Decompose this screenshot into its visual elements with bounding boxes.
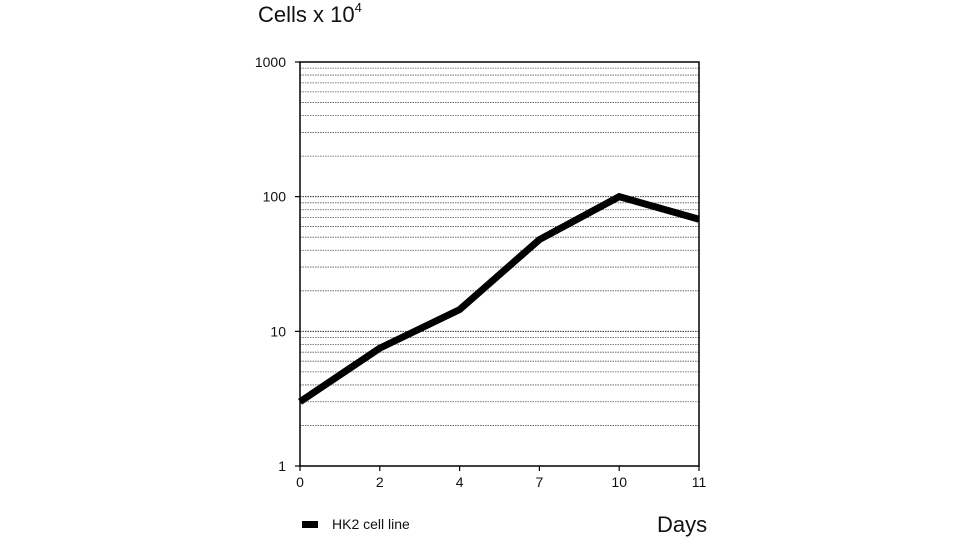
x-tick-label: 11	[692, 474, 707, 490]
x-tick-label: 2	[376, 474, 384, 490]
x-tick-label: 0	[296, 474, 304, 490]
x-tick-label: 7	[536, 474, 544, 490]
x-axis-title: Days	[657, 512, 708, 537]
y-tick-label: 10	[270, 323, 286, 339]
plot-frame	[299, 61, 700, 467]
y-axis-title: Cells x 104	[258, 0, 362, 28]
y-axis-title-exponent: 4	[354, 0, 362, 15]
y-tick-label: 1	[278, 458, 286, 474]
x-tick-label: 4	[456, 474, 464, 490]
legend: HK2 cell line	[302, 516, 410, 532]
series-line	[298, 192, 700, 405]
legend-label: HK2 cell line	[332, 516, 410, 532]
y-axis-title-base: Cells x 10	[258, 2, 355, 27]
y-tick-label: 100	[263, 189, 287, 205]
legend-swatch	[302, 520, 318, 528]
y-tick-label: 1000	[255, 54, 286, 70]
x-tick-label: 10	[611, 474, 627, 490]
